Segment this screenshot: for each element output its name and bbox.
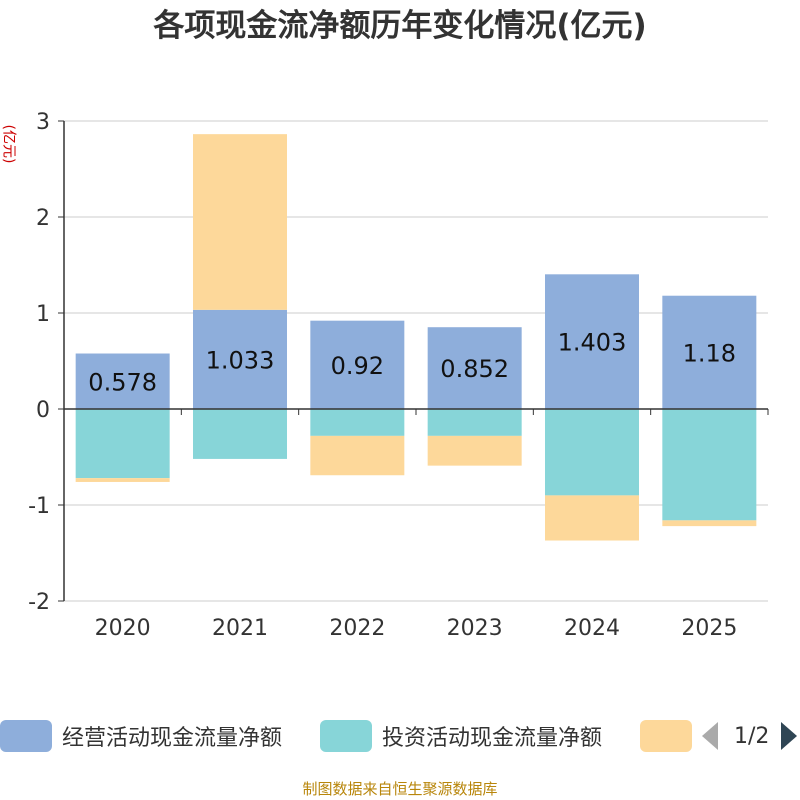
bar-series-2-2022 [310,435,405,476]
x-tick-label-2023: 2023 [447,616,503,641]
y-tick-label: 2 [36,206,50,231]
legend-next-page-icon[interactable] [781,722,798,750]
legend-item-financing[interactable] [640,714,702,758]
legend-label-investing: 投资活动现金流量净额 [382,726,603,751]
bar-series-0-2021 [193,309,287,409]
legend-pager: 1/2 [702,714,798,758]
bar-series-2-2023 [427,435,522,466]
bar-series-0-2023 [427,327,522,409]
bar-data-label-2024: 1.403 [558,329,627,357]
legend-swatch-operating [0,720,52,752]
bar-data-label-2020: 0.578 [88,368,157,396]
bar-series-0-2025 [662,295,757,409]
bar-series-2-2020 [75,478,170,482]
legend-item-investing[interactable]: 投资活动现金流量净额 [320,714,602,758]
legend-swatch-investing [320,720,372,752]
bar-data-label-2021: 1.033 [206,346,275,374]
legend-page-indicator: 1/2 [734,723,770,749]
bar-series-0-2022 [310,320,405,409]
bar-series-1-2020 [75,409,170,479]
chart-title: 各项现金流净额历年变化情况(亿元) [153,8,647,44]
legend-label-operating: 经营活动现金流量净额 [62,726,283,751]
bar-series-1-2024 [545,409,639,496]
legend-prev-page-icon[interactable] [702,722,718,750]
y-tick-label: -1 [28,494,50,519]
bar-series-1-2025 [662,409,757,521]
chart-canvas: -2 -1 0 1 2 3 0.578 1.033 0.92 0.852 1.403 1.18 2020… [28,110,769,641]
y-tick-label: -2 [28,590,50,615]
x-tick-label-2021: 2021 [212,616,268,641]
y-tick-label: 1 [36,302,50,327]
x-tick-label-2020: 2020 [95,616,151,641]
bar-series-1-2022 [310,409,405,436]
bar-series-0-2020 [75,353,170,409]
bar-series-2-2024 [545,495,639,541]
legend: 经营活动现金流量净额 投资活动现金流量净额 1/2 [0,714,800,758]
bar-data-label-2025: 1.18 [683,339,736,367]
bar-series-1-2023 [427,409,522,436]
y-tick-label: 3 [36,110,50,135]
legend-item-operating[interactable]: 经营活动现金流量净额 [0,714,282,758]
bar-series-2-2025 [662,520,757,527]
bar-data-label-2023: 0.852 [440,355,509,383]
source-note: 制图数据来自恒生聚源数据库 [302,780,498,798]
y-tick-label: 0 [36,398,50,423]
bar-series-0-2024 [545,274,639,409]
bar-series-2-2021 [193,134,287,310]
x-tick-label-2025: 2025 [681,616,737,641]
legend-swatch-financing [640,720,692,752]
bar-series-1-2021 [193,409,287,459]
bar-data-label-2022: 0.92 [331,352,384,380]
x-tick-label-2024: 2024 [564,616,620,641]
x-tick-label-2022: 2022 [329,616,385,641]
